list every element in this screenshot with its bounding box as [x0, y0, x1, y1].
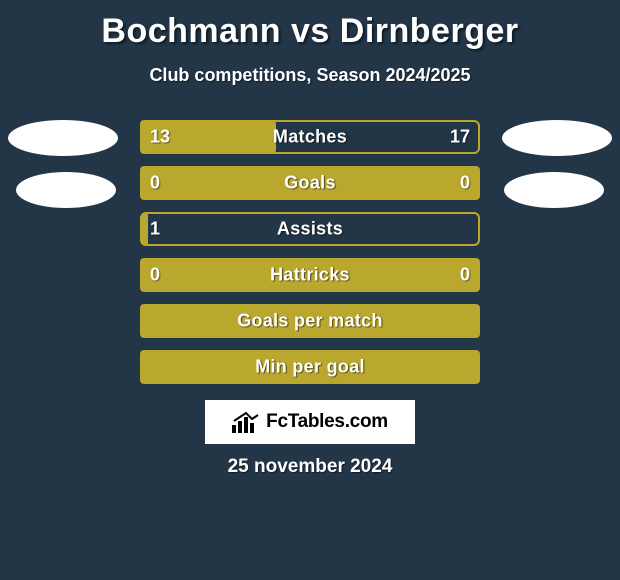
stat-label: Hattricks	[270, 265, 350, 286]
stat-value-right: 17	[450, 127, 470, 148]
stat-label: Matches	[273, 127, 347, 148]
stat-row: Assists 1	[140, 212, 480, 246]
stat-value-left: 0	[150, 173, 160, 194]
player-left-avatar-bottom	[16, 172, 116, 208]
stat-label: Goals	[284, 173, 336, 194]
comparison-chart: Matches1317Goals00Assists1Hattricks00Goa…	[140, 120, 480, 396]
stat-label: Goals per match	[237, 311, 383, 332]
footer-brand: FcTables.com	[205, 400, 415, 444]
stat-row: Matches 13 17	[140, 120, 480, 154]
player-left-avatar-top	[8, 120, 118, 156]
stat-row: Hattricks 0 0	[140, 258, 480, 292]
stat-value-left: 13	[150, 127, 170, 148]
footer-brand-text: FcTables.com	[266, 411, 388, 433]
player-right-avatar-top	[502, 120, 612, 156]
stat-row: Min per goal	[140, 350, 480, 384]
page-subtitle: Club competitions, Season 2024/2025	[0, 65, 620, 86]
player-right-avatar-bottom	[504, 172, 604, 208]
stat-label: Assists	[277, 219, 343, 240]
stat-row: Goals 0 0	[140, 166, 480, 200]
stat-value-left: 1	[150, 219, 160, 240]
stat-bar-fill	[142, 212, 149, 246]
date-label: 25 november 2024	[228, 456, 393, 478]
stat-row: Goals per match	[140, 304, 480, 338]
stat-value-right: 0	[460, 265, 470, 286]
stat-value-left: 0	[150, 265, 160, 286]
stat-value-right: 0	[460, 173, 470, 194]
chart-icon	[232, 411, 260, 433]
page-title: Bochmann vs Dirnberger	[0, 0, 620, 51]
stat-label: Min per goal	[255, 357, 365, 378]
